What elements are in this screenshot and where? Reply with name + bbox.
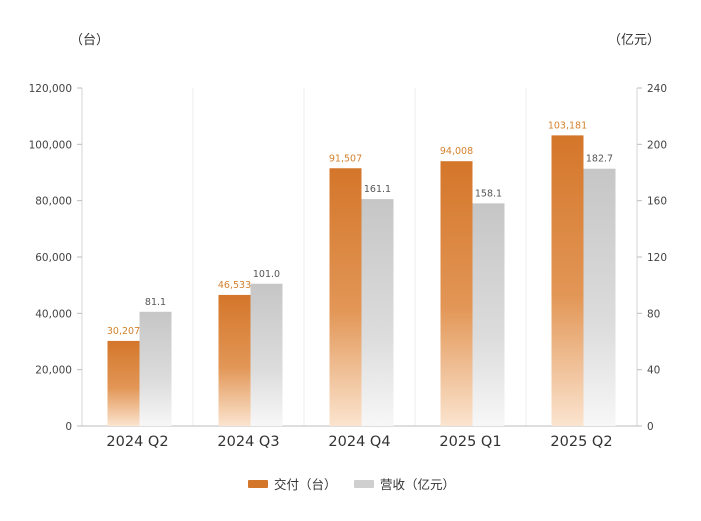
bars bbox=[107, 135, 616, 426]
data-label-delivery: 94,008 bbox=[440, 146, 473, 157]
right-tick-label: 0 bbox=[647, 421, 654, 433]
bar-revenue bbox=[472, 203, 505, 426]
category-label: 2025 Q2 bbox=[550, 434, 612, 450]
right-tick-label: 120 bbox=[647, 252, 667, 264]
bar-revenue bbox=[250, 283, 283, 426]
category-labels: 2024 Q2 2024 Q3 2024 Q4 2025 Q1 2025 Q2 bbox=[106, 434, 612, 450]
left-tick-label: 80,000 bbox=[35, 196, 72, 208]
bar-delivery bbox=[440, 161, 473, 426]
data-label-delivery: 91,507 bbox=[329, 153, 362, 164]
bar-delivery bbox=[329, 168, 362, 426]
category-label: 2024 Q4 bbox=[328, 434, 390, 450]
data-label-revenue: 182.7 bbox=[586, 154, 613, 165]
data-label-delivery: 46,533 bbox=[218, 280, 251, 291]
legend-swatch-revenue bbox=[354, 480, 374, 488]
data-label-delivery: 30,207 bbox=[107, 326, 140, 337]
category-label: 2025 Q1 bbox=[439, 434, 501, 450]
legend: 交付（台） 营收（亿元） bbox=[248, 477, 455, 492]
bar-delivery bbox=[107, 340, 140, 426]
legend-label-revenue: 营收（亿元） bbox=[380, 477, 455, 492]
left-axis-unit: （台） bbox=[70, 33, 109, 48]
bar-revenue bbox=[583, 168, 616, 426]
legend-label-delivery: 交付（台） bbox=[274, 477, 337, 492]
right-axis-unit: （亿元） bbox=[608, 33, 660, 48]
right-tick-label: 200 bbox=[647, 139, 667, 151]
bar-delivery bbox=[218, 294, 251, 426]
right-tick-label: 80 bbox=[647, 308, 660, 320]
left-tick-label: 20,000 bbox=[35, 365, 72, 377]
left-tick-label: 60,000 bbox=[35, 252, 72, 264]
data-label-revenue: 158.1 bbox=[475, 188, 502, 199]
data-label-revenue: 101.0 bbox=[253, 269, 280, 280]
left-tick-label: 100,000 bbox=[29, 139, 72, 151]
left-axis-ticks: 0 20,000 40,000 60,000 80,000 100,000 120,000 bbox=[29, 83, 82, 433]
bar-delivery bbox=[551, 135, 584, 426]
left-tick-label: 40,000 bbox=[35, 308, 72, 320]
right-tick-label: 40 bbox=[647, 365, 660, 377]
right-axis-ticks: 0 40 80 120 160 200 240 bbox=[637, 83, 667, 433]
category-label: 2024 Q2 bbox=[106, 434, 168, 450]
data-label-revenue: 161.1 bbox=[364, 184, 391, 195]
right-tick-label: 240 bbox=[647, 83, 667, 95]
left-tick-label: 120,000 bbox=[29, 83, 72, 95]
category-label: 2024 Q3 bbox=[217, 434, 279, 450]
legend-swatch-delivery bbox=[248, 480, 268, 488]
data-label-revenue: 81.1 bbox=[145, 297, 166, 308]
bar-revenue bbox=[361, 199, 394, 426]
right-tick-label: 160 bbox=[647, 196, 667, 208]
data-label-delivery: 103,181 bbox=[548, 120, 587, 131]
left-tick-label: 0 bbox=[65, 421, 72, 433]
bar-revenue bbox=[139, 311, 172, 426]
